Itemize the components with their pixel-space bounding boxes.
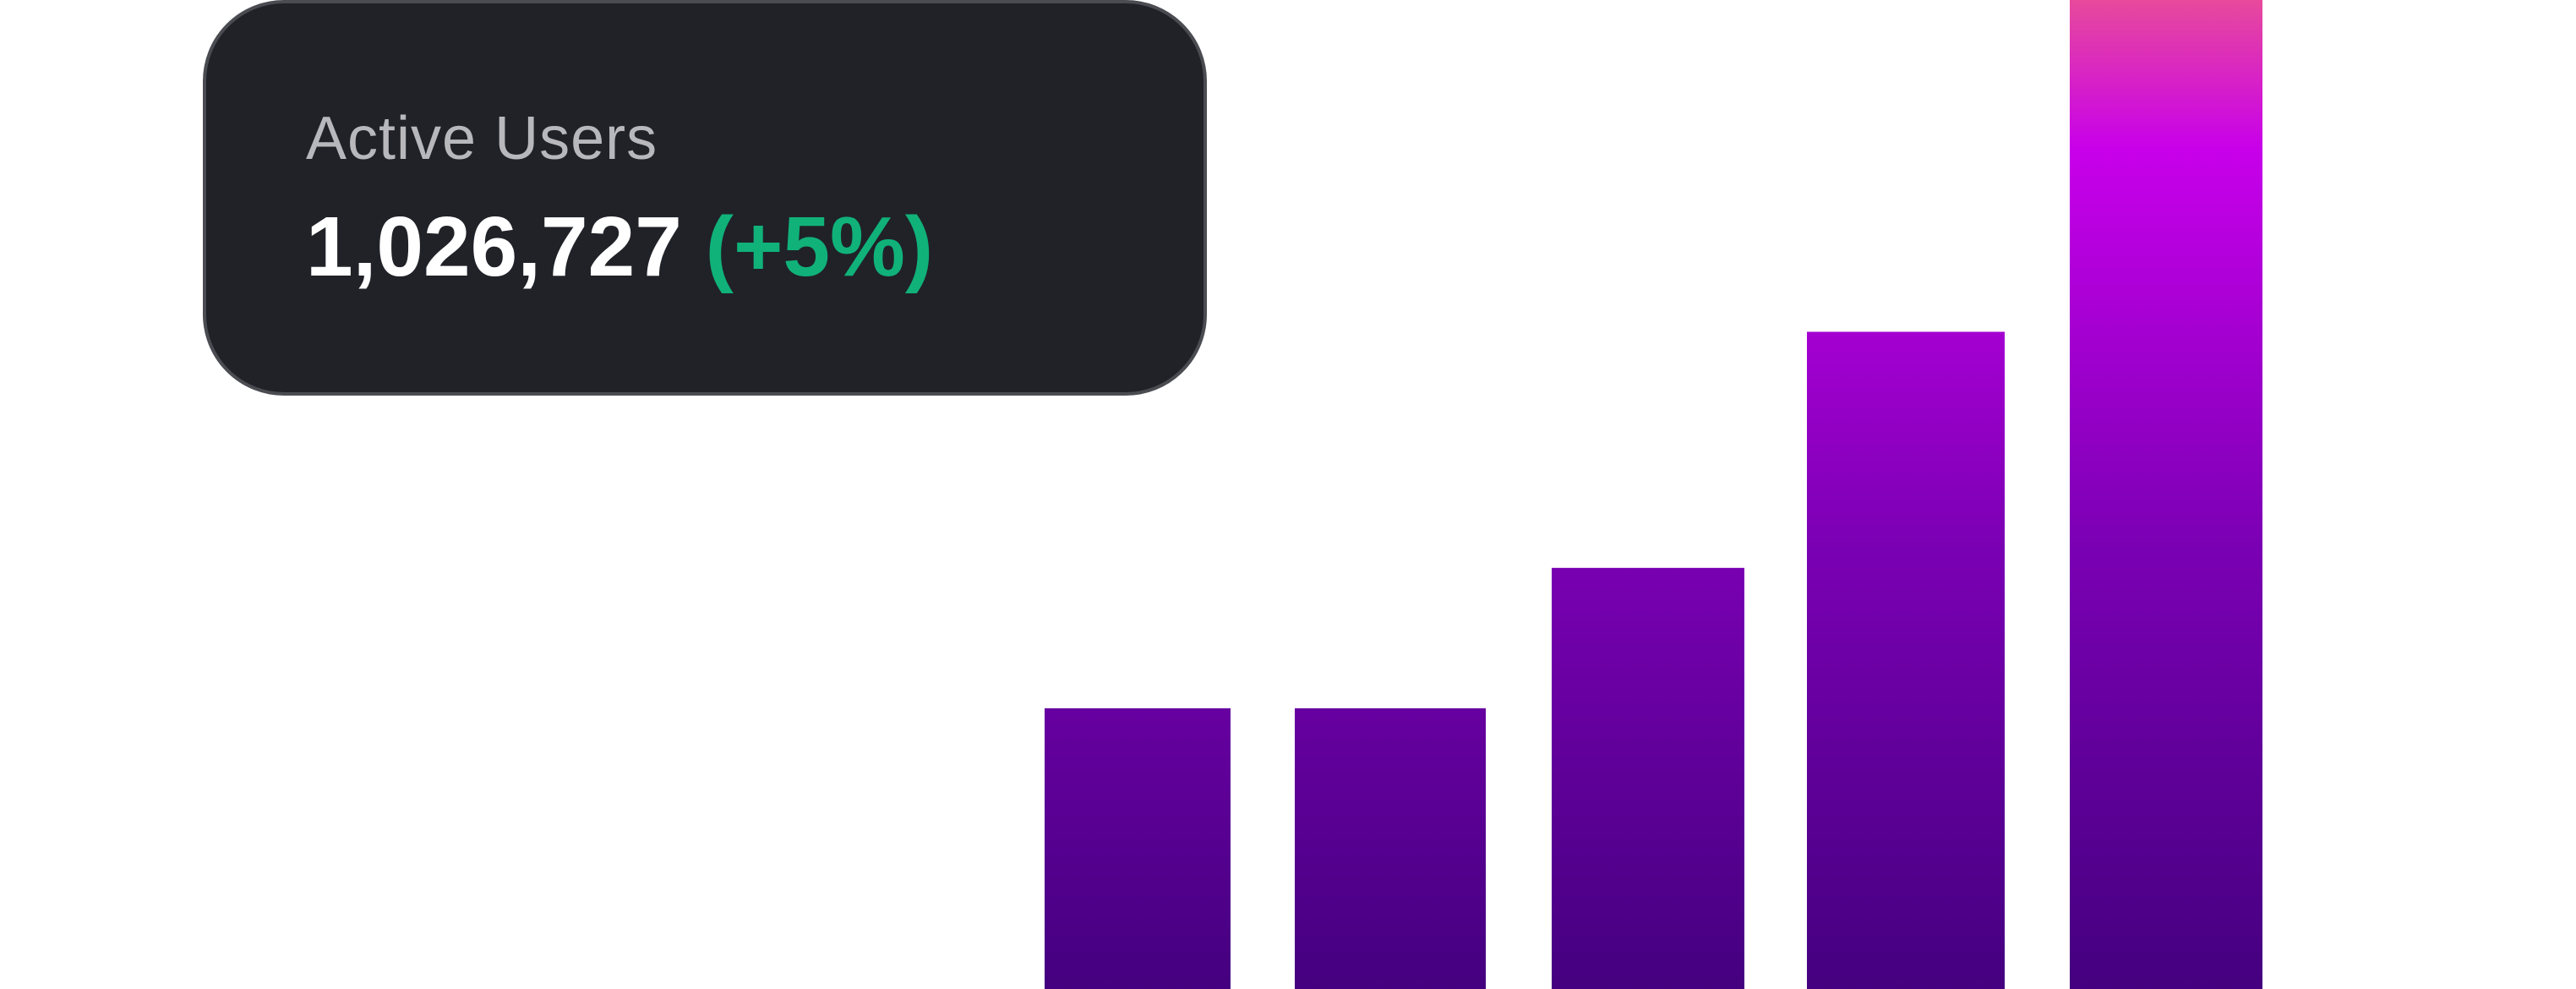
bar-series (1045, 0, 2262, 989)
bar-5 (2070, 0, 2262, 989)
stat-value: 1,026,727 (306, 199, 682, 294)
stat-change: (+5%) (705, 199, 934, 294)
bar-2 (1295, 708, 1486, 989)
bar-4 (1807, 331, 2005, 989)
bar-3 (1552, 567, 1744, 989)
stat-label: Active Users (306, 105, 658, 172)
stat-value-row: 1,026,727 (+5%) (306, 205, 933, 289)
stat-card: Active Users 1,026,727 (+5%) (203, 0, 1207, 396)
bar-1 (1045, 708, 1231, 989)
